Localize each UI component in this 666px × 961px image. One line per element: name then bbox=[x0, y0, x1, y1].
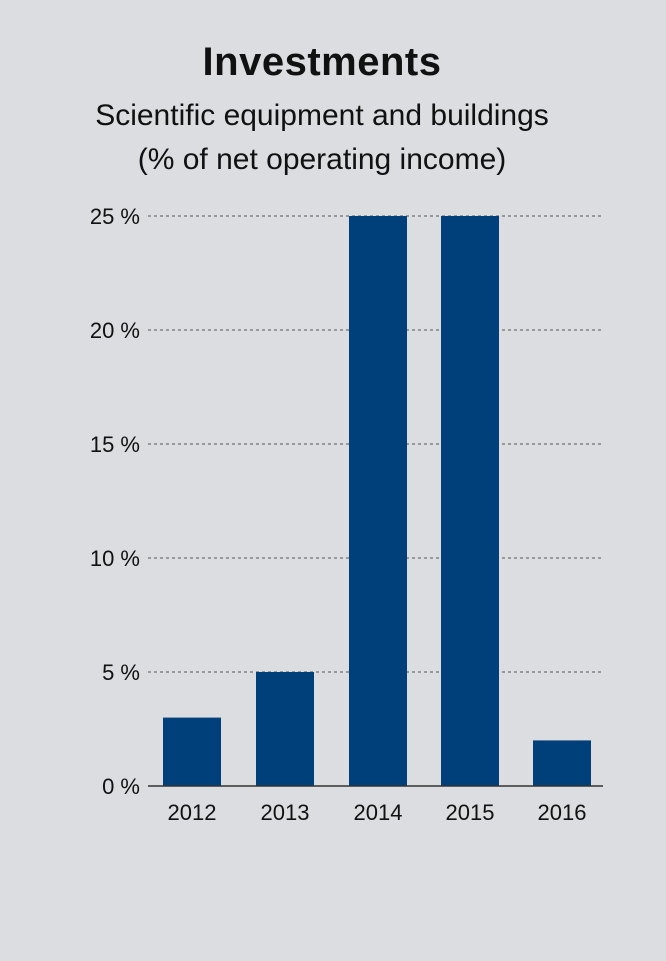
x-tick-label: 2016 bbox=[538, 800, 587, 825]
x-tick-label: 2015 bbox=[446, 800, 495, 825]
subtitle-line-2: (% of net operating income) bbox=[137, 143, 507, 176]
y-tick-label: 25 % bbox=[90, 204, 140, 229]
bar bbox=[349, 216, 407, 786]
chart-title: Investments bbox=[202, 40, 442, 84]
subtitle-line-1: Scientific equipment and buildings bbox=[95, 99, 549, 132]
bar bbox=[163, 717, 221, 786]
x-tick-label: 2014 bbox=[354, 800, 403, 825]
bar bbox=[533, 740, 591, 786]
x-tick-label: 2012 bbox=[168, 800, 217, 825]
y-tick-label: 5 % bbox=[102, 660, 140, 685]
y-tick-label: 15 % bbox=[90, 432, 140, 457]
y-tick-label: 10 % bbox=[90, 546, 140, 571]
chart-subtitle: Scientific equipment and buildings (% of… bbox=[0, 94, 644, 182]
bar bbox=[441, 216, 499, 786]
y-tick-label: 0 % bbox=[102, 774, 140, 799]
bar bbox=[256, 672, 314, 786]
y-tick-label: 20 % bbox=[90, 318, 140, 343]
x-tick-label: 2013 bbox=[261, 800, 310, 825]
